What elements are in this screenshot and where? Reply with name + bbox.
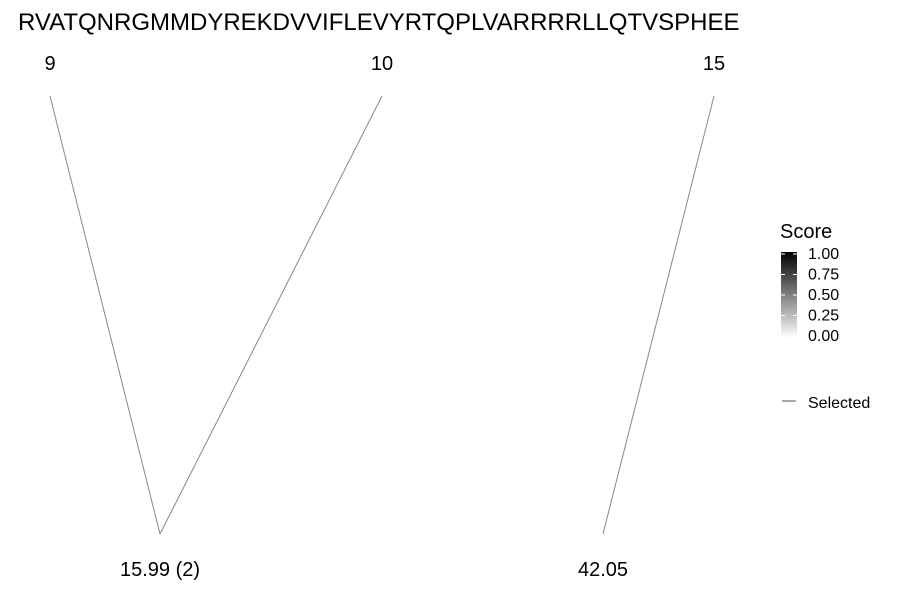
modification-label-1: 15.99 (2) [120, 559, 200, 581]
legend-tick-4: 0.00 [808, 328, 839, 345]
site-label-10: 10 [371, 53, 393, 75]
site-label-15: 15 [703, 53, 725, 75]
legend-title: Score [780, 221, 832, 243]
legend-tick-0: 1.00 [808, 246, 839, 263]
legend-tick-2: 0.50 [808, 287, 839, 304]
legend-ticks: 1.00 0.75 0.50 0.25 0.00 [781, 246, 839, 345]
site-label-9: 9 [44, 53, 55, 75]
legend-selected-label: Selected [808, 395, 870, 412]
peptide-sequence: RVATQNRGMMDYREKDVVIFLEVYRTQPLVARRRRLLQTV… [18, 9, 740, 36]
legend-tick-3: 0.25 [808, 308, 839, 325]
modification-labels: 15.99 (2) 42.05 [120, 559, 628, 581]
links-group [49, 95, 715, 535]
legend-tick-1: 0.75 [808, 267, 839, 284]
modification-label-2: 42.05 [578, 559, 628, 581]
score-legend: Score 1.00 0.75 0.50 0.25 0.00 Selected [780, 221, 870, 412]
legend-colorbar [781, 252, 797, 338]
link-9-to-1 [49, 95, 161, 535]
link-15-to-2 [602, 95, 715, 535]
link-10-to-1 [159, 95, 383, 535]
site-labels: 9 10 15 [44, 53, 725, 75]
